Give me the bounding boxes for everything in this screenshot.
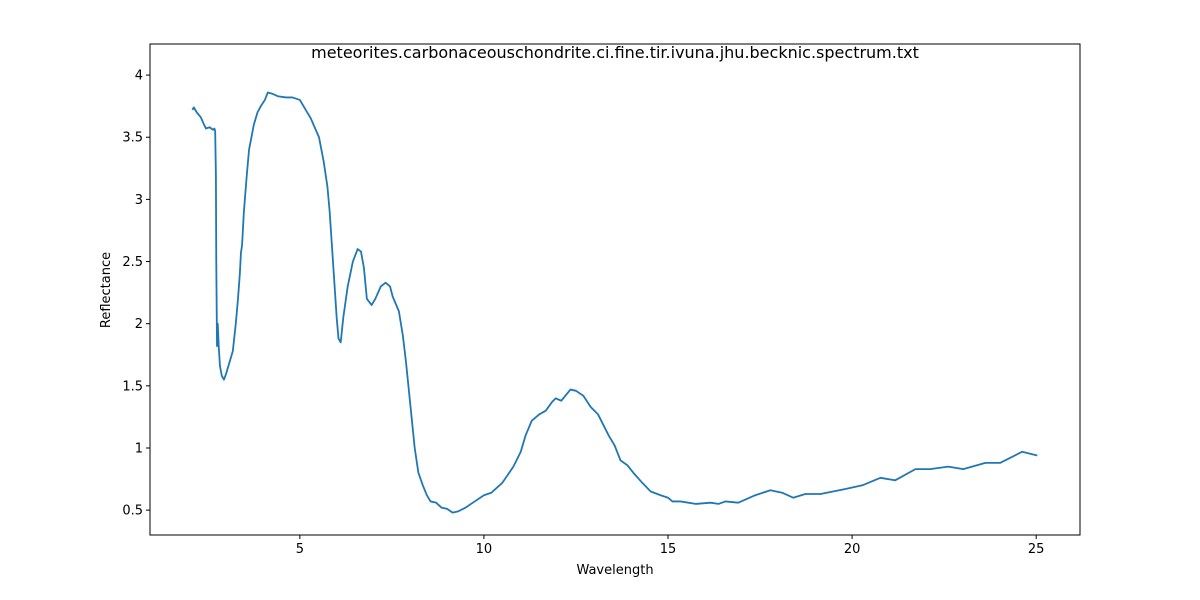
x-tick-label: 15	[660, 542, 677, 557]
y-tick-label: 3.5	[122, 131, 143, 146]
y-axis-label: Reflectance	[99, 252, 114, 328]
x-axis-label: Wavelength	[576, 563, 653, 578]
y-tick-label: 1.5	[122, 379, 143, 394]
y-tick-label: 3	[135, 193, 143, 208]
spectrum-line	[191, 91, 1038, 514]
x-tick-label: 5	[296, 542, 304, 557]
y-tick-label: 0.5	[122, 504, 143, 519]
y-tick-label: 2	[135, 317, 143, 332]
y-tick-label: 1	[135, 441, 143, 456]
y-tick-label: 2.5	[122, 255, 143, 270]
x-tick-label: 20	[844, 542, 861, 557]
x-tick-label: 25	[1028, 542, 1045, 557]
x-tick-label: 10	[476, 542, 493, 557]
plot-frame	[149, 43, 1081, 536]
y-tick-label: 4	[135, 69, 143, 84]
chart-title: meteorites.carbonaceouschondrite.ci.fine…	[311, 43, 919, 62]
